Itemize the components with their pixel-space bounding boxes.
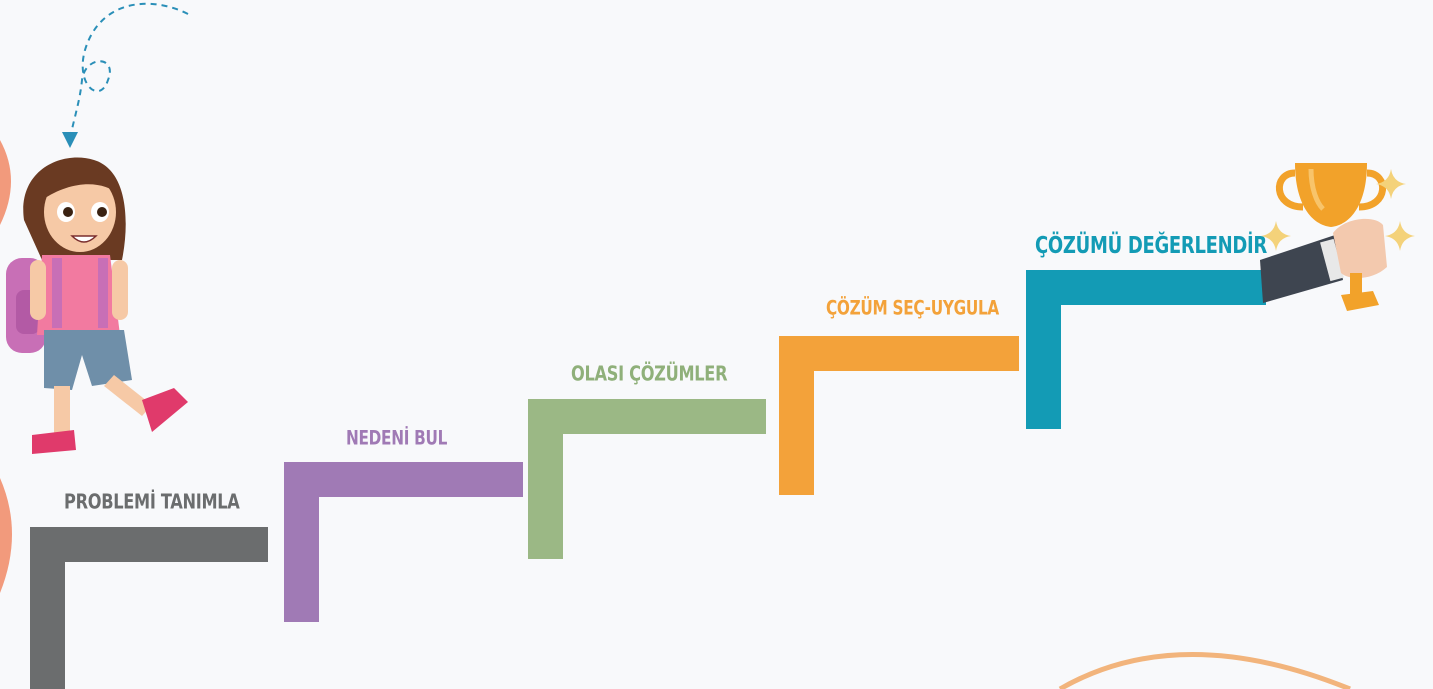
step-tread [528,399,766,434]
step-tread [284,462,523,497]
step-label-problem-define: PROBLEMİ TANIMLA [64,489,240,514]
trophy-in-hand-icon [1260,163,1387,311]
sparkle-icon [1376,169,1406,199]
sparkle-icon [1261,221,1291,251]
step-tread [779,336,1019,371]
step-label-possible-solutions: OLASI ÇÖZÜMLER [571,361,728,386]
step-tread [30,527,268,562]
step-label-choose-apply: ÇÖZÜM SEÇ-UYGULA [826,297,999,320]
step-riser [30,527,65,689]
decorative-blob-top [0,140,11,225]
decorative-curve [1058,652,1351,689]
sparkle-icon [1385,221,1415,251]
step-riser [284,462,319,622]
step-riser [779,336,814,495]
step-label-find-cause: NEDENİ BUL [346,427,448,450]
step-riser [1026,270,1061,429]
step-riser [528,399,563,559]
decorative-blob-bottom [0,478,12,593]
step-label-evaluate: ÇÖZÜMÜ DEĞERLENDİR [1035,231,1267,259]
dashed-loop-arrow-icon [62,2,189,148]
girl-with-backpack-illustration [6,157,188,454]
step-tread [1026,270,1266,305]
